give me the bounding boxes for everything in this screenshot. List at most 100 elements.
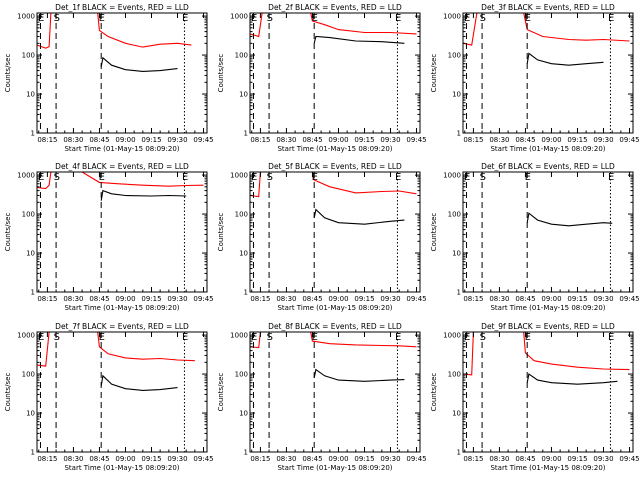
y-tick-label: 100: [235, 371, 248, 379]
panel-title: Det_3f BLACK = Events, RED = LLD: [481, 3, 615, 12]
marker-label: E: [99, 13, 105, 24]
x-tick-label: 09:45: [406, 295, 426, 303]
lld-series-line: [463, 13, 630, 46]
plot-frame: [462, 171, 634, 293]
x-tick-label: 08:45: [302, 136, 322, 144]
lld-series-line: [250, 172, 417, 198]
y-tick-label: 1000: [230, 13, 248, 21]
x-tick-label: 09:15: [141, 136, 161, 144]
marker-label: E: [312, 172, 318, 183]
y-tick-label: 1: [31, 449, 35, 457]
x-tick-label: 09:45: [406, 136, 426, 144]
x-tick-label: 08:45: [302, 295, 322, 303]
y-axis-label: Counts/sec: [4, 213, 12, 252]
x-tick-label: 08:45: [89, 136, 109, 144]
marker-label: E: [182, 13, 188, 24]
marker-label: E: [99, 172, 105, 183]
x-tick-label: 08:15: [37, 295, 57, 303]
plot-frame: [36, 171, 208, 293]
y-tick-label: 1: [244, 289, 248, 297]
x-tick-label: 08:30: [276, 455, 296, 463]
marker-label: E: [525, 332, 531, 343]
y-tick-label: 1000: [17, 13, 35, 21]
marker-label: S: [480, 332, 486, 343]
x-tick-label: 08:15: [463, 136, 483, 144]
marker-label: E: [182, 332, 188, 343]
panel-title: Det_5f BLACK = Events, RED = LLD: [268, 162, 402, 171]
panel-title: Det_4f BLACK = Events, RED = LLD: [55, 162, 189, 171]
y-tick-label: 100: [22, 371, 35, 379]
marker-label: S: [54, 332, 60, 343]
x-tick-label: 09:15: [567, 136, 587, 144]
x-tick-label: 09:15: [141, 455, 161, 463]
lld-series-line: [37, 13, 192, 49]
y-tick-label: 100: [22, 211, 35, 219]
x-axis-label: Start Time (01-May-15 08:09:20): [277, 145, 392, 153]
x-tick-label: 08:45: [515, 295, 535, 303]
y-axis-label: Counts/sec: [217, 373, 225, 412]
x-tick-label: 09:45: [193, 455, 213, 463]
y-tick-label: 1000: [17, 172, 35, 180]
x-tick-label: 09:00: [328, 455, 348, 463]
x-tick-label: 08:15: [37, 455, 57, 463]
x-tick-label: 09:45: [193, 295, 213, 303]
marker-label: E: [395, 172, 401, 183]
lld-series-line: [37, 172, 204, 190]
x-axis-label: Start Time (01-May-15 08:09:20): [490, 464, 605, 472]
y-tick-label: 1000: [443, 13, 461, 21]
x-tick-label: 09:15: [354, 136, 374, 144]
y-tick-label: 1: [31, 289, 35, 297]
x-tick-label: 09:45: [406, 455, 426, 463]
x-tick-label: 09:45: [193, 136, 213, 144]
events-series-line: [100, 56, 178, 72]
y-tick-label: 100: [448, 371, 461, 379]
y-tick-label: 1: [457, 449, 461, 457]
y-tick-label: 10: [26, 91, 35, 99]
panel-title: Det_7f BLACK = Events, RED = LLD: [55, 322, 189, 331]
y-axis-label: Counts/sec: [4, 373, 12, 412]
y-tick-label: 100: [235, 52, 248, 60]
x-tick-label: 09:30: [380, 455, 400, 463]
x-tick-label: 08:30: [489, 136, 509, 144]
x-tick-label: 09:30: [380, 136, 400, 144]
marker-label: E: [464, 13, 470, 24]
marker-label: E: [525, 172, 531, 183]
x-tick-label: 08:45: [89, 295, 109, 303]
x-tick-label: 09:15: [354, 455, 374, 463]
panel-title: Det_2f BLACK = Events, RED = LLD: [268, 3, 402, 12]
y-tick-label: 1000: [230, 332, 248, 340]
lld-series-line: [37, 332, 195, 367]
y-tick-label: 1000: [443, 332, 461, 340]
marker-label: E: [99, 332, 105, 343]
y-tick-label: 1: [457, 130, 461, 138]
y-tick-label: 10: [26, 410, 35, 418]
x-tick-label: 08:30: [63, 295, 83, 303]
y-tick-label: 10: [239, 250, 248, 258]
x-axis-label: Start Time (01-May-15 08:09:20): [64, 464, 179, 472]
events-series-line: [526, 212, 613, 227]
marker-label: S: [480, 172, 486, 183]
x-axis-label: Start Time (01-May-15 08:09:20): [64, 304, 179, 312]
x-tick-label: 09:30: [593, 455, 613, 463]
y-tick-label: 1000: [17, 332, 35, 340]
x-tick-label: 09:00: [115, 136, 135, 144]
y-axis-label: Counts/sec: [430, 54, 438, 93]
y-tick-label: 10: [239, 410, 248, 418]
marker-label: E: [608, 172, 614, 183]
panel-title: Det_8f BLACK = Events, RED = LLD: [268, 322, 402, 331]
y-tick-label: 100: [448, 52, 461, 60]
y-axis-label: Counts/sec: [430, 373, 438, 412]
x-tick-label: 09:15: [141, 295, 161, 303]
x-tick-label: 08:45: [515, 455, 535, 463]
plot-frame: [249, 12, 421, 134]
events-series-line: [526, 52, 604, 66]
x-tick-label: 09:15: [567, 295, 587, 303]
y-tick-label: 1: [244, 130, 248, 138]
marker-label: S: [54, 13, 60, 24]
y-axis-label: Counts/sec: [430, 213, 438, 252]
x-tick-label: 08:15: [463, 295, 483, 303]
